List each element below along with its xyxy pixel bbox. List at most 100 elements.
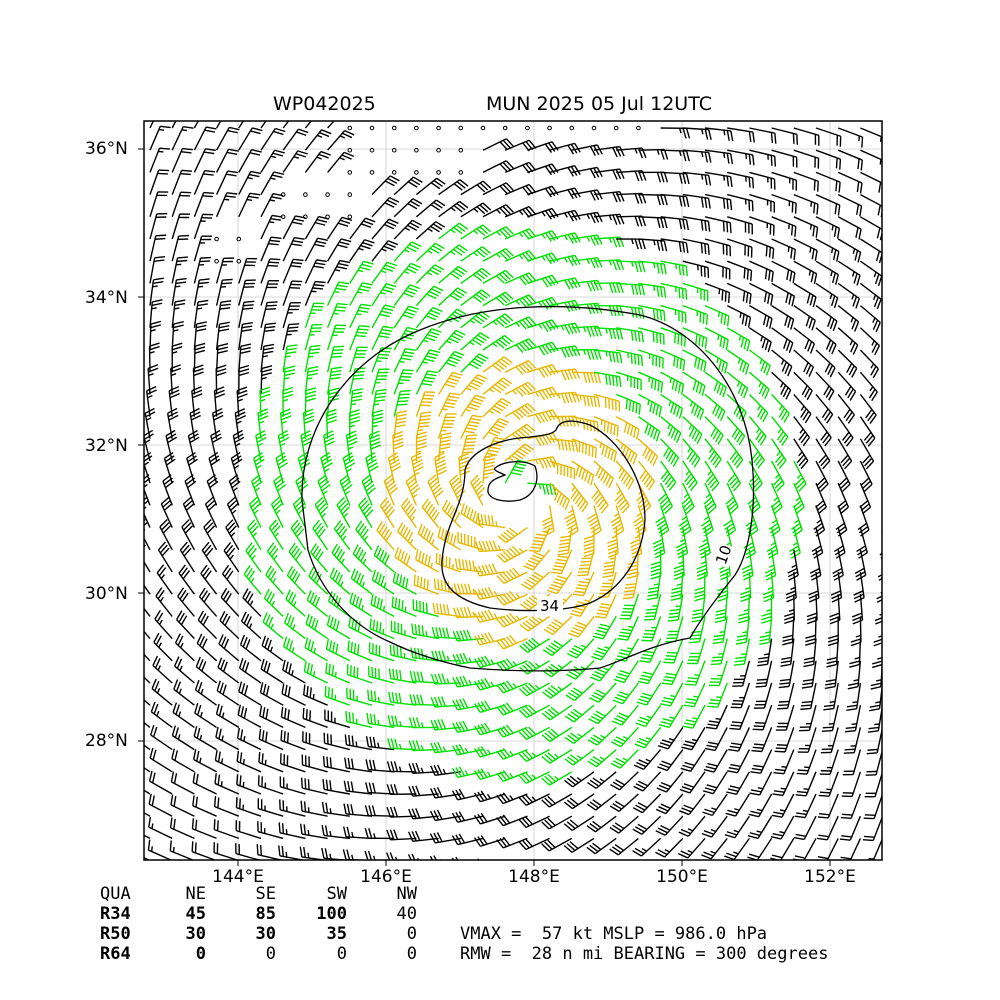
wind-barb	[415, 306, 443, 329]
wind-barb	[771, 238, 797, 260]
wind-barb	[660, 282, 688, 300]
wind-barb	[327, 238, 352, 262]
wind-barb	[837, 438, 853, 470]
wind-barb	[304, 344, 321, 373]
wind-barb	[144, 789, 151, 795]
wind-barb	[451, 743, 484, 756]
wind-barb	[683, 682, 706, 708]
wind-barb	[327, 121, 335, 129]
wind-barb	[144, 607, 151, 617]
wind-barb	[638, 416, 661, 442]
wind-barb	[793, 305, 816, 331]
wind-barb	[783, 594, 795, 625]
storm-id-title: WP042025	[273, 93, 376, 115]
wind-barb	[837, 327, 859, 355]
wind-barb	[415, 285, 444, 307]
qt-header-se: SE	[255, 884, 276, 904]
wind-barb	[349, 217, 376, 240]
wind-barb	[841, 771, 862, 798]
wind-barb	[211, 407, 224, 439]
wind-barb	[482, 160, 514, 174]
wind-barb	[837, 305, 860, 332]
wind-barb	[429, 832, 461, 844]
wind-barb	[236, 774, 262, 795]
wind-barb	[704, 416, 724, 445]
wind-barb	[169, 840, 195, 860]
wind-barb	[773, 749, 795, 775]
wind-barb	[543, 615, 573, 636]
wind-barb	[564, 771, 595, 788]
wind-barb	[242, 588, 262, 617]
wind-barb	[860, 171, 882, 195]
wind-barb	[302, 684, 328, 706]
wind-barb	[632, 793, 662, 814]
wind-barbs	[144, 121, 905, 860]
wind-barb	[518, 704, 550, 719]
calm-marker	[303, 192, 308, 197]
wind-barb	[658, 704, 684, 729]
calm-marker	[613, 125, 619, 131]
wind-barb	[630, 527, 643, 559]
lat-label-28: 28°N	[85, 731, 128, 751]
wind-barb	[704, 282, 731, 303]
wind-barb	[260, 214, 283, 240]
wind-barb	[679, 793, 706, 816]
wind-barb	[504, 272, 537, 286]
lon-label-150: 150°E	[656, 867, 708, 887]
wind-barb	[541, 726, 573, 743]
wind-barb	[541, 815, 573, 830]
wind-barb	[482, 204, 514, 218]
wind-barb	[785, 571, 797, 603]
wind-barb	[258, 728, 284, 751]
wind-barb	[883, 217, 905, 241]
wind-barb	[171, 748, 195, 773]
wind-barb	[215, 278, 233, 306]
wind-barb	[660, 416, 682, 443]
wind-barb	[474, 586, 506, 600]
wind-barb	[437, 413, 457, 440]
wind-barb	[452, 629, 484, 642]
calm-marker	[369, 170, 375, 175]
wind-barb	[726, 438, 744, 469]
wind-barb	[635, 704, 662, 728]
wind-barb	[638, 260, 667, 275]
wind-barb	[694, 571, 706, 602]
wind-barb	[518, 748, 550, 762]
wind-barb	[660, 327, 686, 347]
wind-barb	[616, 238, 646, 250]
calm-marker	[414, 147, 419, 153]
wind-barb	[771, 260, 796, 284]
wind-barb	[415, 242, 445, 262]
calm-marker	[369, 125, 375, 131]
wind-barb	[874, 594, 882, 625]
wind-barb	[660, 260, 689, 277]
wind-barb	[883, 417, 897, 447]
wind-barb	[682, 371, 706, 397]
wind-barb	[815, 327, 837, 355]
wind-barb	[749, 127, 777, 144]
wind-barb	[250, 474, 263, 506]
wind-barb	[156, 564, 173, 595]
wind-barb	[144, 630, 151, 640]
wind-barb	[638, 238, 668, 252]
wind-barb	[317, 474, 331, 506]
wind-barb	[497, 527, 528, 544]
wind-barb	[171, 125, 194, 151]
wind-barb	[260, 322, 276, 351]
wind-barb	[518, 815, 550, 828]
wind-barb	[770, 460, 785, 492]
wind-barb	[247, 519, 262, 551]
wind-barb	[727, 127, 755, 143]
wind-barb	[260, 343, 275, 373]
wind-barb	[704, 460, 720, 492]
wind-barb	[438, 371, 463, 395]
wind-barb	[726, 238, 753, 258]
wind-barb	[304, 323, 323, 351]
wind-barb	[704, 260, 731, 280]
wind-barb	[541, 771, 573, 786]
calm-marker	[436, 170, 441, 175]
wind-barb	[145, 385, 157, 417]
wind-barb	[504, 359, 537, 375]
wind-barb	[215, 703, 240, 729]
wind-barb	[616, 304, 645, 319]
